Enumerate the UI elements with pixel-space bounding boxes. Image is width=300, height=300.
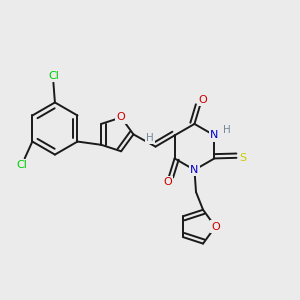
Text: O: O	[117, 112, 125, 122]
Text: H: H	[146, 133, 154, 143]
Text: S: S	[239, 153, 246, 163]
Text: Cl: Cl	[17, 160, 28, 170]
Text: N: N	[210, 130, 219, 140]
Text: N: N	[190, 165, 199, 175]
Text: O: O	[198, 95, 207, 105]
Text: O: O	[211, 222, 220, 232]
Text: H: H	[224, 125, 231, 135]
Text: Cl: Cl	[48, 71, 59, 81]
Text: O: O	[163, 177, 172, 188]
